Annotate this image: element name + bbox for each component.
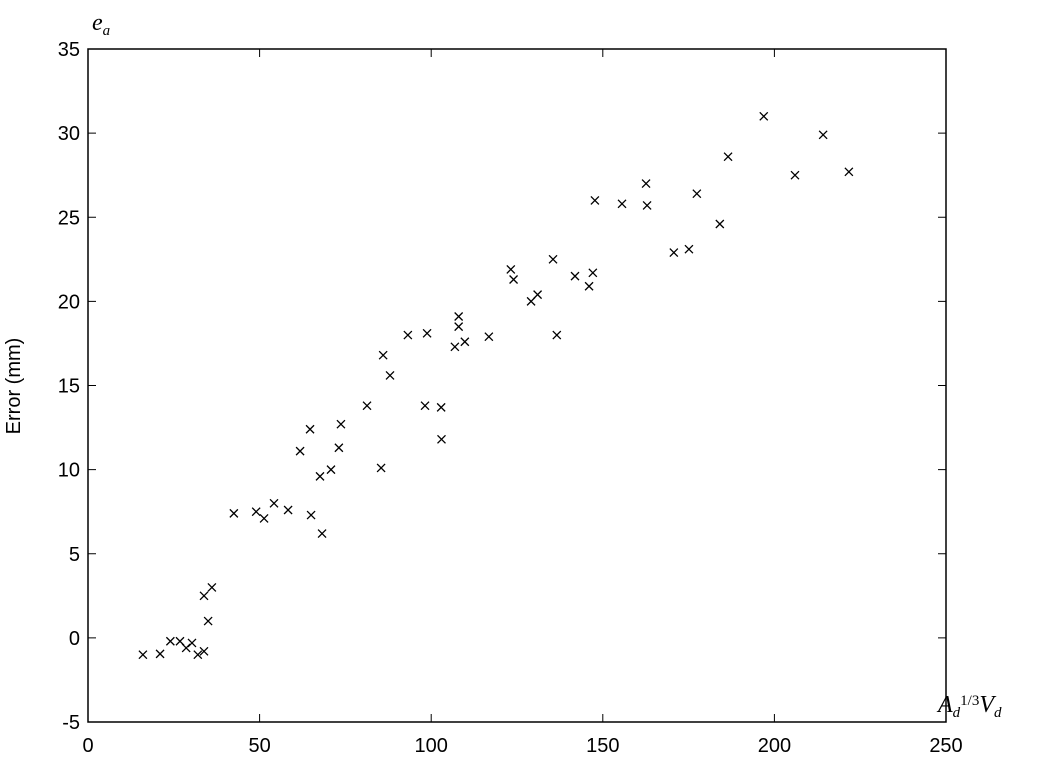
point (591, 196, 599, 204)
point (845, 168, 853, 176)
point (327, 466, 335, 474)
point (188, 639, 196, 647)
y-tick-label: 35 (58, 39, 80, 61)
point (685, 245, 693, 253)
y-tick-label: -5 (62, 712, 80, 734)
point (819, 131, 827, 139)
point (571, 272, 579, 280)
annotation-part: A (936, 692, 953, 718)
point (485, 333, 493, 341)
point (252, 508, 260, 516)
point (642, 180, 650, 188)
x-tick-label: 150 (586, 735, 619, 757)
point (760, 112, 768, 120)
y-tick-label: 5 (69, 544, 80, 566)
point (716, 220, 724, 228)
point (404, 331, 412, 339)
chart: Error (mm) ea Ad1/3Vd 050100150200250-50… (0, 0, 1058, 761)
point (461, 338, 469, 346)
y-tick-label: 25 (58, 207, 80, 229)
point (379, 351, 387, 359)
point (270, 499, 278, 507)
x-tick-label: 200 (758, 735, 791, 757)
point (534, 291, 542, 299)
point (318, 530, 326, 538)
annotation-part: e (92, 10, 103, 36)
point (791, 171, 799, 179)
point (643, 201, 651, 209)
y-tick-label: 10 (58, 460, 80, 482)
x-tick-label: 250 (929, 735, 962, 757)
point (377, 464, 385, 472)
point (307, 511, 315, 519)
point (507, 265, 515, 273)
point (724, 153, 732, 161)
point (363, 402, 371, 410)
point (549, 255, 557, 263)
point (156, 650, 164, 658)
point (589, 269, 597, 277)
y-tick-label: 0 (69, 628, 80, 650)
point (618, 200, 626, 208)
point (208, 583, 216, 591)
point (693, 190, 701, 198)
point (335, 444, 343, 452)
point (553, 331, 561, 339)
plot-frame (88, 49, 946, 722)
point (260, 514, 268, 522)
point (139, 651, 147, 659)
point (200, 592, 208, 600)
y-tick-label: 30 (58, 123, 80, 145)
point (455, 313, 463, 321)
point (510, 276, 518, 284)
y-axis-label: Error (mm) (3, 338, 25, 435)
point (423, 329, 431, 337)
point (455, 323, 463, 331)
point (421, 402, 429, 410)
x-tick-label: 50 (248, 735, 270, 757)
y-annotation: ea (92, 10, 110, 39)
point (296, 447, 304, 455)
annotation-part: 1/3 (960, 693, 979, 709)
page: Error (mm) ea Ad1/3Vd 050100150200250-50… (0, 0, 1058, 761)
point (204, 617, 212, 625)
point (306, 425, 314, 433)
x-tick-label: 0 (82, 735, 93, 757)
point (166, 637, 174, 645)
point (437, 403, 445, 411)
x-tick-label: 100 (415, 735, 448, 757)
y-tick-label: 15 (58, 376, 80, 398)
y-tick-label: 20 (58, 291, 80, 313)
point (337, 420, 345, 428)
point (451, 343, 459, 351)
point (316, 472, 324, 480)
point (386, 371, 394, 379)
annotation-part: a (103, 23, 111, 39)
point (284, 506, 292, 514)
point (437, 435, 445, 443)
point (670, 249, 678, 257)
annotation-part: d (994, 705, 1002, 721)
point (585, 282, 593, 290)
point (230, 509, 238, 517)
